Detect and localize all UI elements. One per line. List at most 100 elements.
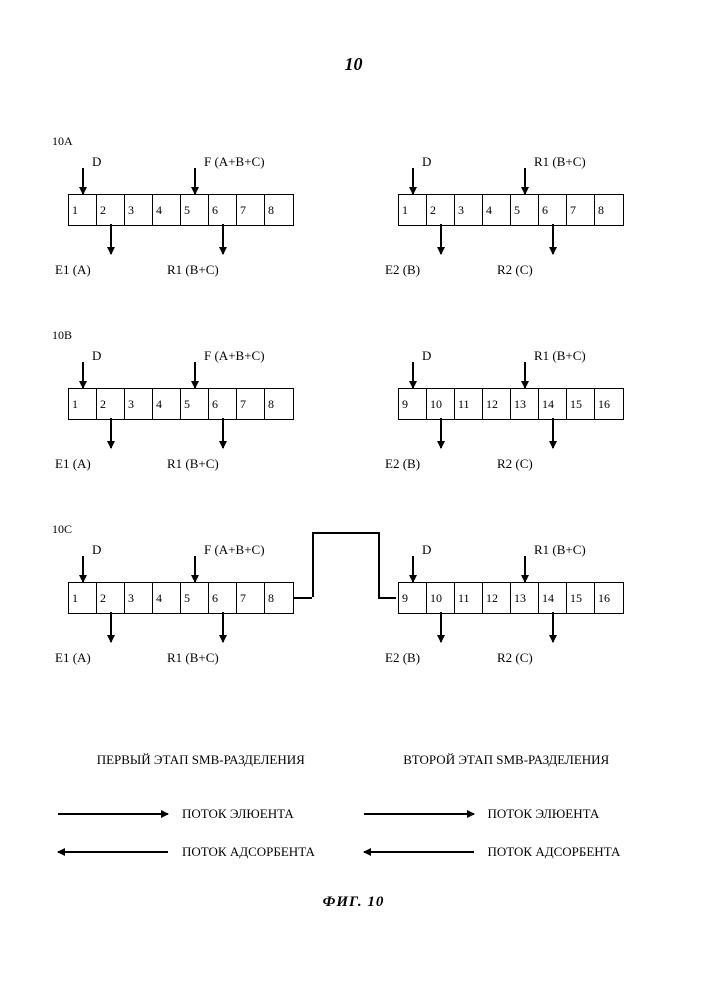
column-cell: 15 (567, 583, 595, 613)
port-label: R2 (C) (497, 262, 533, 278)
column-cell: 15 (567, 389, 595, 419)
port-label: D (422, 348, 431, 364)
port-label: D (422, 154, 431, 170)
column-cell: 7 (567, 195, 595, 225)
column-cell: 11 (455, 389, 483, 419)
recycle-pipe-segment (294, 597, 312, 599)
column-cell: 10 (427, 583, 455, 613)
legend-item-adsorbent-right: ПОТОК АДСОРБЕНТА (354, 844, 660, 860)
column-cell: 1 (399, 195, 427, 225)
column-cell: 4 (153, 389, 181, 419)
stage-title-left: ПЕРВЫЙ ЭТАП SMB-РАЗДЕЛЕНИЯ (48, 752, 354, 768)
column-cell: 5 (511, 195, 539, 225)
port-label: E2 (B) (385, 456, 420, 472)
legend-item-eluent-right: ПОТОК ЭЛЮЕНТА (354, 806, 660, 822)
smb-right: 12345678 D R1 (B+C) E2 (B) R2 (C) (378, 134, 658, 284)
port-label: E1 (A) (55, 650, 91, 666)
diagram-row-10C: 10C12345678DF (A+B+C)E1 (A)R1 (B+C)91011… (48, 522, 659, 692)
smb-left: 12345678 D F (A+B+C) E1 (A) R1 (B+C) (48, 134, 328, 284)
stage-title-right: ВТОРОЙ ЭТАП SMB-РАЗДЕЛЕНИЯ (354, 752, 660, 768)
column-cell: 9 (399, 389, 427, 419)
legend-label: ПОТОК ЭЛЮЕНТА (182, 806, 294, 822)
diagram-row-10B: 10B12345678DF (A+B+C)E1 (A)R1 (B+C)91011… (48, 328, 659, 498)
column-cell: 6 (209, 583, 237, 613)
legend-item-eluent-left: ПОТОК ЭЛЮЕНТА (48, 806, 354, 822)
port-label: F (A+B+C) (204, 154, 265, 170)
column-cell: 2 (97, 583, 125, 613)
port-label: R1 (B+C) (167, 456, 219, 472)
column-cell: 5 (181, 195, 209, 225)
recycle-pipe-segment (378, 532, 380, 597)
port-label: D (92, 348, 101, 364)
recycle-pipe-segment (312, 532, 378, 534)
figure-caption: ФИГ. 10 (48, 894, 659, 911)
port-label: D (92, 154, 101, 170)
legend-label: ПОТОК АДСОРБЕНТА (488, 844, 621, 860)
port-label: F (A+B+C) (204, 542, 265, 558)
smb-left: 12345678 D F (A+B+C) E1 (A) R1 (B+C) (48, 328, 328, 478)
column-cell: 4 (483, 195, 511, 225)
column-cell: 8 (265, 389, 293, 419)
column-boxes: 12345678 (68, 582, 294, 614)
port-label: D (92, 542, 101, 558)
port-label: E2 (B) (385, 262, 420, 278)
column-cell: 14 (539, 389, 567, 419)
port-label: E1 (A) (55, 262, 91, 278)
recycle-pipe-segment (312, 532, 314, 597)
legend: ПОТОК ЭЛЮЕНТА ПОТОК ЭЛЮЕНТА ПОТОК АДСОРБ… (48, 784, 659, 860)
arrow-right-icon (364, 813, 474, 815)
column-cell: 7 (237, 583, 265, 613)
smb-left: 12345678 D F (A+B+C) E1 (A) R1 (B+C) (48, 522, 328, 672)
port-label: R2 (C) (497, 650, 533, 666)
column-cell: 14 (539, 583, 567, 613)
legend-label: ПОТОК АДСОРБЕНТА (182, 844, 315, 860)
column-cell: 3 (125, 195, 153, 225)
column-boxes: 12345678 (398, 194, 624, 226)
column-cell: 1 (69, 389, 97, 419)
column-cell: 16 (595, 389, 623, 419)
column-boxes: 910111213141516 (398, 388, 624, 420)
arrow-left-icon (364, 851, 474, 853)
column-cell: 1 (69, 195, 97, 225)
column-boxes: 12345678 (68, 388, 294, 420)
smb-right: 910111213141516DR1 (B+C)E2 (B)R2 (C) (378, 328, 658, 478)
column-cell: 12 (483, 389, 511, 419)
column-boxes: 12345678 (68, 194, 294, 226)
recycle-pipe-segment (378, 597, 396, 599)
column-cell: 5 (181, 583, 209, 613)
column-cell: 1 (69, 583, 97, 613)
column-cell: 6 (209, 389, 237, 419)
column-cell: 7 (237, 389, 265, 419)
column-cell: 11 (455, 583, 483, 613)
column-cell: 8 (265, 195, 293, 225)
port-label: D (422, 542, 431, 558)
column-cell: 13 (511, 583, 539, 613)
column-cell: 7 (237, 195, 265, 225)
port-label: R1 (B+C) (534, 154, 586, 170)
column-cell: 3 (125, 583, 153, 613)
port-label: R1 (B+C) (534, 348, 586, 364)
column-cell: 2 (97, 195, 125, 225)
port-label: R1 (B+C) (534, 542, 586, 558)
column-cell: 12 (483, 583, 511, 613)
smb-right: 910111213141516 D R1 (B+C) E2 (B) R2 (C) (378, 522, 658, 672)
stage-titles: ПЕРВЫЙ ЭТАП SMB-РАЗДЕЛЕНИЯ ВТОРОЙ ЭТАП S… (48, 752, 659, 768)
diagram-row-10A: 10A12345678DF (A+B+C)E1 (A)R1 (B+C)12345… (48, 134, 659, 304)
legend-row-eluent: ПОТОК ЭЛЮЕНТА ПОТОК ЭЛЮЕНТА (48, 806, 659, 822)
port-label: R1 (B+C) (167, 650, 219, 666)
column-cell: 6 (539, 195, 567, 225)
port-label: E2 (B) (385, 650, 420, 666)
legend-item-adsorbent-left: ПОТОК АДСОРБЕНТА (48, 844, 354, 860)
column-cell: 16 (595, 583, 623, 613)
column-cell: 8 (595, 195, 623, 225)
column-cell: 6 (209, 195, 237, 225)
legend-row-adsorbent: ПОТОК АДСОРБЕНТА ПОТОК АДСОРБЕНТА (48, 844, 659, 860)
column-cell: 9 (399, 583, 427, 613)
port-label: R1 (B+C) (167, 262, 219, 278)
port-label: F (A+B+C) (204, 348, 265, 364)
column-cell: 4 (153, 583, 181, 613)
column-cell: 10 (427, 389, 455, 419)
column-boxes: 910111213141516 (398, 582, 624, 614)
arrow-right-icon (58, 813, 168, 815)
port-label: E1 (A) (55, 456, 91, 472)
